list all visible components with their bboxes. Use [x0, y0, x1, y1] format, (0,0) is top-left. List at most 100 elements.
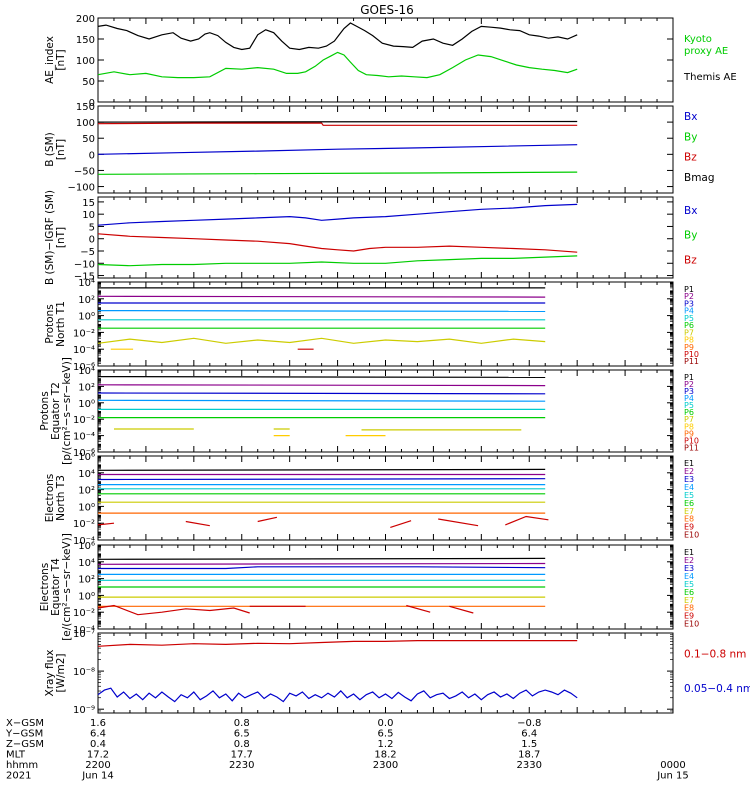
legend-entry: E5	[684, 580, 694, 589]
footer-value: 2200	[85, 760, 110, 771]
y-tick-label: 10⁰	[78, 591, 95, 602]
series-line	[97, 562, 546, 565]
footer-value: 6.5	[234, 729, 250, 740]
y-tick-label: 10⁻⁶	[73, 362, 95, 373]
series-line	[390, 520, 412, 528]
legend-entry: Bmag	[684, 172, 715, 184]
legend-entry: P5	[684, 401, 694, 410]
legend-entry: P8	[684, 336, 694, 345]
legend-entry: E9	[684, 523, 694, 532]
legend-entry: 0.05−0.4 nm	[684, 683, 750, 695]
y-tick-label: 10⁴	[78, 278, 95, 289]
y-tick-label: −5	[80, 247, 95, 258]
y-tick-label: 0	[89, 98, 95, 109]
y-tick-label: 10⁻⁴	[73, 432, 95, 443]
series-line	[97, 51, 578, 79]
footer-row-label: 2021	[6, 771, 31, 782]
legend-entry: Bx	[684, 111, 697, 123]
series-line	[97, 122, 578, 126]
y-tick-label: 10⁶	[78, 541, 95, 552]
legend-entry: P10	[684, 436, 699, 445]
footer-value: Jun 14	[81, 771, 114, 782]
panel-frame	[97, 105, 674, 194]
y-axis-label: Equator T4	[50, 558, 62, 616]
y-tick-label: 10⁰	[78, 312, 95, 323]
y-tick-label: 10⁻²	[73, 608, 95, 619]
footer-value: 1.6	[90, 718, 106, 729]
y-tick-label: 10⁻⁴	[73, 625, 95, 636]
legend-entry: By	[684, 131, 697, 143]
panel-frame	[97, 17, 674, 103]
legend-entry: P10	[684, 350, 699, 359]
y-tick-label: 10⁰	[78, 399, 95, 410]
y-tick-label: 10⁴	[78, 558, 95, 569]
series-line	[97, 144, 578, 155]
y-tick-label: 0	[89, 235, 95, 246]
legend-entry: P2	[684, 292, 694, 301]
footer-value: 1.5	[521, 739, 537, 750]
series-line	[505, 515, 549, 526]
series-line	[97, 203, 578, 226]
series-line	[97, 255, 578, 267]
series-line	[98, 566, 546, 570]
panel-xray: 10⁻⁷ 10⁻⁸ 10⁻⁹ Xray flux [W/m2] 0.1−0.8 nm 0.0…	[44, 629, 750, 716]
legend-entry: E6	[684, 588, 694, 597]
series-line	[97, 171, 578, 175]
legend-entry: Bz	[684, 254, 697, 266]
y-tick-label: 100	[76, 56, 95, 67]
legend-entry: P5	[684, 314, 694, 323]
y-tick-label: 10⁻⁴	[73, 536, 95, 547]
y-tick-label: 10⁻⁶	[73, 448, 95, 459]
series-line	[97, 337, 546, 344]
y-tick-label: 15	[82, 198, 95, 209]
legend-entry: P11	[684, 357, 699, 366]
series-line	[97, 687, 578, 703]
legend-entry: P4	[684, 394, 694, 403]
y-axis-label: Equator T2	[50, 382, 62, 440]
series-line	[97, 376, 546, 378]
y-axis-label: Xray flux	[44, 650, 56, 697]
footer-value: 0.8	[234, 739, 250, 750]
y-tick-label: 10⁻⁸	[73, 667, 95, 678]
legend-entry: By	[684, 230, 697, 242]
legend-entry: E3	[684, 564, 694, 573]
legend-entry: E4	[684, 572, 694, 581]
y-axis-label: [p/(cm²−s−sr−keV)]	[61, 357, 73, 465]
legend-entry: Bz	[684, 152, 697, 164]
y-axis-label: [W/m2]	[55, 653, 67, 692]
series-line	[97, 604, 250, 616]
series-line	[97, 557, 546, 560]
panel-e2: 10⁶ 10⁴ 10² 10⁰ 10⁻² 10⁻⁴ Electrons Equator T4[…	[39, 533, 699, 641]
legend-entry: P1	[684, 373, 694, 382]
series-line	[406, 604, 431, 613]
panel-frame	[97, 281, 674, 367]
y-tick-label: 50	[82, 134, 95, 145]
y-tick-label: 100	[76, 118, 95, 129]
legend-entry: P4	[684, 307, 694, 316]
series-line	[97, 295, 546, 298]
series-line	[97, 120, 578, 123]
legend-entry: E7	[684, 507, 694, 516]
legend-entry: Bx	[684, 205, 697, 217]
footer-value: 6.4	[521, 729, 537, 740]
y-tick-label: 10⁴	[78, 366, 95, 377]
footer-value: −0.8	[517, 718, 541, 729]
y-tick-label: 10⁻²	[73, 415, 95, 426]
series-line	[97, 468, 546, 471]
panel-frame	[97, 369, 674, 453]
y-axis-label: Electrons	[39, 563, 51, 612]
footer-value: 2330	[517, 760, 542, 771]
legend-entry: P2	[684, 380, 694, 389]
y-tick-label: 10²	[78, 486, 95, 497]
y-tick-label: −100	[68, 183, 95, 194]
y-tick-label: −10	[74, 259, 95, 270]
legend-entry: E9	[684, 612, 694, 621]
legend-entry: E2	[684, 556, 694, 565]
footer-row-label: MLT	[6, 750, 26, 761]
legend-entry: E8	[684, 604, 694, 613]
footer-row-label: Z−GSM	[6, 739, 44, 750]
series-line	[257, 516, 278, 523]
footer-value: 2300	[373, 760, 398, 771]
footer-value: Jun 15	[656, 771, 689, 782]
